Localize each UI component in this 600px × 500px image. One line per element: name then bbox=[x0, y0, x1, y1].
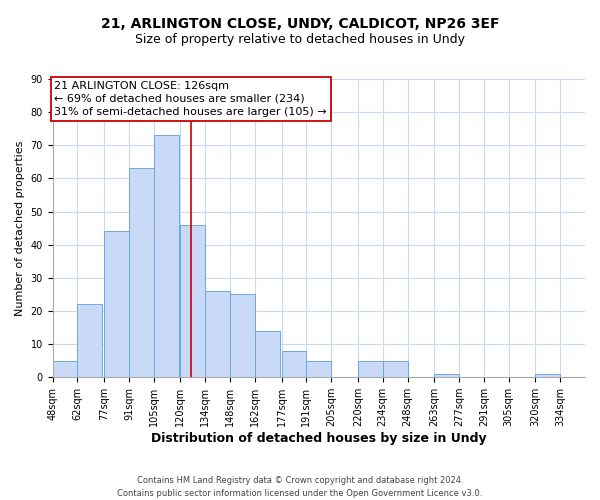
Text: 21 ARLINGTON CLOSE: 126sqm
← 69% of detached houses are smaller (234)
31% of sem: 21 ARLINGTON CLOSE: 126sqm ← 69% of deta… bbox=[55, 80, 327, 117]
Text: Contains HM Land Registry data © Crown copyright and database right 2024.
Contai: Contains HM Land Registry data © Crown c… bbox=[118, 476, 482, 498]
Bar bbox=[358, 360, 383, 377]
Bar bbox=[181, 225, 205, 377]
X-axis label: Distribution of detached houses by size in Undy: Distribution of detached houses by size … bbox=[151, 432, 487, 445]
Bar bbox=[535, 374, 560, 377]
Bar bbox=[104, 232, 129, 377]
Bar bbox=[154, 136, 179, 377]
Bar bbox=[230, 294, 255, 377]
Text: 21, ARLINGTON CLOSE, UNDY, CALDICOT, NP26 3EF: 21, ARLINGTON CLOSE, UNDY, CALDICOT, NP2… bbox=[101, 18, 499, 32]
Bar bbox=[205, 291, 230, 377]
Bar bbox=[307, 360, 331, 377]
Bar bbox=[383, 360, 407, 377]
Y-axis label: Number of detached properties: Number of detached properties bbox=[15, 140, 25, 316]
Bar bbox=[255, 331, 280, 377]
Text: Size of property relative to detached houses in Undy: Size of property relative to detached ho… bbox=[135, 32, 465, 46]
Bar bbox=[281, 350, 307, 377]
Bar bbox=[77, 304, 103, 377]
Bar bbox=[53, 360, 77, 377]
Bar bbox=[129, 168, 154, 377]
Bar bbox=[434, 374, 459, 377]
